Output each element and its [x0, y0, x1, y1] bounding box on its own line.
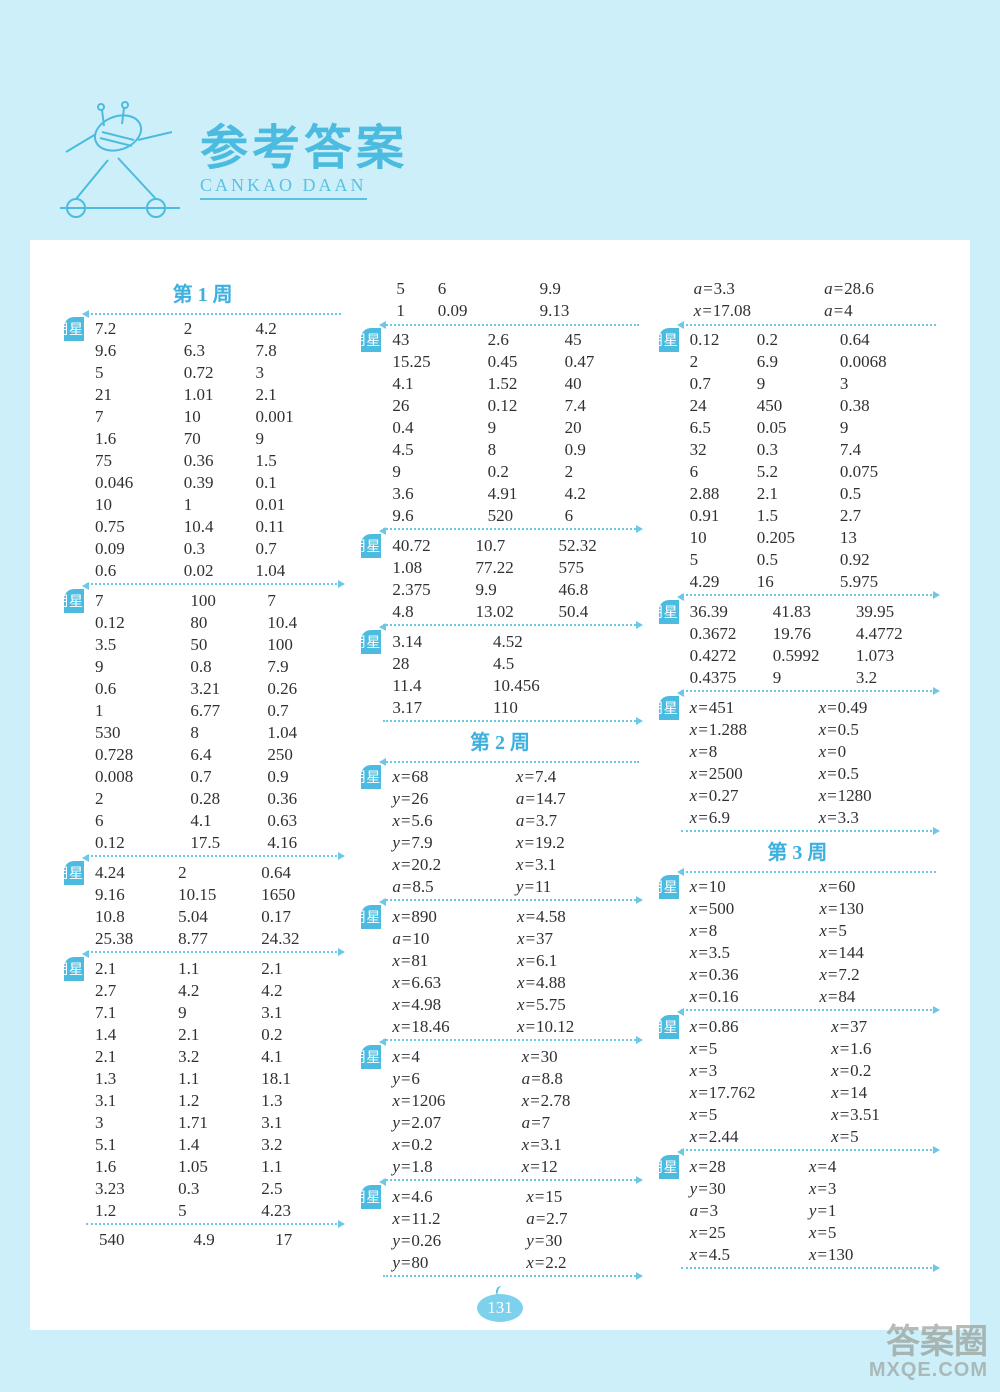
- robot-illustration: [50, 90, 190, 220]
- week-1-heading: 第 1 周: [64, 278, 341, 307]
- w3d3-table: x=28x=4y=30x=3a=3y=1x=25x=5x=4.5x=130: [687, 1156, 936, 1266]
- answer-content: 第 1 周 星期一 7.224.29.66.37.850.723211.012.…: [30, 240, 970, 1330]
- week2-day3: 星期三 x=4x=30y=6a=8.8x=1206x=2.78y=2.07a=7…: [383, 1043, 638, 1181]
- w2d6-table: 36.3941.8339.950.367219.764.47720.42720.…: [687, 601, 936, 689]
- week1-day3: 星期三 4.2420.649.1610.15165010.85.040.1725…: [86, 859, 341, 953]
- week2-day2: 星期二 x=890x=4.58a=10x=37x=81x=6.1x=6.63x=…: [383, 903, 638, 1041]
- w2d7-table: x=451x=0.49x=1.288x=0.5x=8x=0x=2500x=0.5…: [687, 697, 936, 829]
- w1d5-table: 432.64515.250.450.474.11.5240260.127.40.…: [389, 329, 638, 527]
- w2-top-table: a=3.3a=28.6x=17.08a=4: [691, 278, 936, 322]
- page-subtitle: CANKAO DAAN: [200, 175, 367, 200]
- week3-day1: 星期一 x=10x=60x=500x=130x=8x=5x=3.5x=144x=…: [681, 871, 936, 1011]
- week1-day1: 星期一 7.224.29.66.37.850.723211.012.17100.…: [86, 313, 341, 585]
- w2d1-table: x=68x=7.4y=26a=14.7x=5.6a=3.7y=7.9x=19.2…: [389, 766, 638, 898]
- week2-day4: 星期四 x=4.6x=15x=11.2a=2.7y=0.26y=30y=80x=…: [383, 1183, 638, 1277]
- week-3-heading: 第 3 周: [659, 836, 936, 865]
- w1d3-table: 4.2420.649.1610.15165010.85.040.1725.388…: [92, 862, 341, 950]
- page-number: 131: [477, 1294, 523, 1322]
- week1-day6: 星期六 40.7210.752.321.0877.225752.3759.946…: [383, 532, 638, 626]
- w3d2-table: x=0.86x=37x=5x=1.6x=3x=0.2x=17.762x=14x=…: [687, 1016, 936, 1148]
- week1-day5: 星期五 432.64515.250.450.474.11.5240260.127…: [383, 324, 638, 530]
- w2d5-table: 0.120.20.6426.90.00680.793244500.386.50.…: [687, 329, 936, 593]
- w1d1-table: 7.224.29.66.37.850.723211.012.17100.0011…: [92, 318, 341, 582]
- w1d5-top-table: 569.910.099.13: [393, 278, 638, 322]
- week3-day2: 星期二 x=0.86x=37x=5x=1.6x=3x=0.2x=17.762x=…: [681, 1013, 936, 1151]
- week1-day4: 星期四 2.11.12.12.74.24.27.193.11.42.10.22.…: [86, 955, 341, 1225]
- week1-day2: 星期二 710070.128010.43.55010090.87.90.63.2…: [86, 587, 341, 857]
- w1d7-table: 3.144.52284.511.410.4563.17110: [389, 631, 638, 719]
- watermark: 答案圈 MXQE.COM: [869, 1314, 988, 1382]
- w1d4-table: 2.11.12.12.74.24.27.193.11.42.10.22.13.2…: [92, 958, 341, 1222]
- w2d2-table: x=890x=4.58a=10x=37x=81x=6.1x=6.63x=4.88…: [389, 906, 638, 1038]
- week2-day1: 星期一 x=68x=7.4y=26a=14.7x=5.6a=3.7y=7.9x=…: [383, 761, 638, 901]
- watermark-line1: 答案圈: [869, 1314, 988, 1363]
- w2d3-table: x=4x=30y=6a=8.8x=1206x=2.78y=2.07a=7x=0.…: [389, 1046, 638, 1178]
- week2-day6: 星期六 36.3941.8339.950.367219.764.47720.42…: [681, 598, 936, 692]
- watermark-line2: MXQE.COM: [869, 1359, 988, 1382]
- week3-day3: 星期三 x=28x=4y=30x=3a=3y=1x=25x=5x=4.5x=13…: [681, 1153, 936, 1269]
- w1-extra-table: 5404.917: [96, 1229, 341, 1251]
- week2-day7: 星期日 x=451x=0.49x=1.288x=0.5x=8x=0x=2500x…: [681, 694, 936, 832]
- w2d4-table: x=4.6x=15x=11.2a=2.7y=0.26y=30y=80x=2.2: [389, 1186, 638, 1274]
- week-2-heading: 第 2 周: [361, 726, 638, 755]
- page-title: 参考答案: [200, 108, 1000, 178]
- w1d6-table: 40.7210.752.321.0877.225752.3759.946.84.…: [389, 535, 638, 623]
- w3d1-table: x=10x=60x=500x=130x=8x=5x=3.5x=144x=0.36…: [687, 876, 936, 1008]
- week2-day5: 星期五 0.120.20.6426.90.00680.793244500.386…: [681, 324, 936, 596]
- week1-day7: 星期日 3.144.52284.511.410.4563.17110: [383, 628, 638, 722]
- w1d2-table: 710070.128010.43.55010090.87.90.63.210.2…: [92, 590, 341, 854]
